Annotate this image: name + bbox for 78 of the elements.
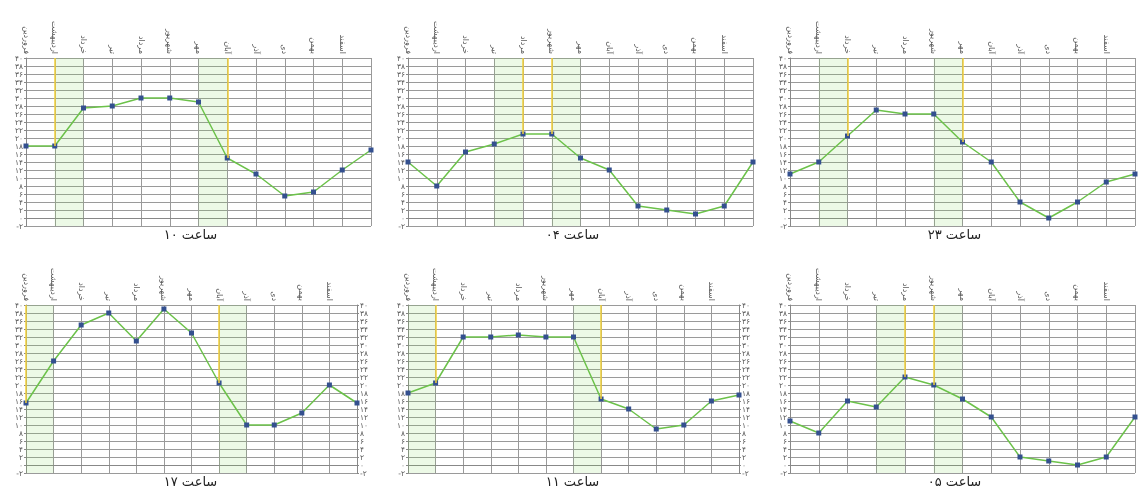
x-tick-label: مرداد <box>900 35 910 54</box>
x-tick-label: فروردین <box>785 273 795 302</box>
x-tick-label: مرداد <box>513 282 523 301</box>
x-tick-label: آبان <box>986 288 997 302</box>
x-tick-label: بهمن <box>1073 37 1082 54</box>
x-tick-label: تیر <box>486 290 496 301</box>
x-tick-label: تیر <box>489 43 499 54</box>
x-tick-label: تیر <box>107 43 117 54</box>
x-tick-label: بهمن <box>691 37 700 54</box>
x-tick-label: آذر <box>633 43 644 55</box>
x-tick-label: بهمن <box>297 284 307 301</box>
x-tick-label: مهر <box>187 287 196 301</box>
text: ساعت ۱۱ <box>545 474 600 489</box>
x-tick-label: شهریور <box>929 274 939 302</box>
x-tick-label: دی <box>280 44 290 55</box>
x-tick-label: آذر <box>624 290 635 302</box>
x-tick-label: آبان <box>222 41 233 55</box>
x-tick-label: اردیبهشت <box>814 268 824 301</box>
x-tick-label: اسفند <box>337 34 347 54</box>
x-tick-label: مهر <box>576 40 585 54</box>
x-tick-label: بهمن <box>679 284 689 301</box>
x-tick-label: اسفند <box>719 34 729 54</box>
x-tick-label: فروردین <box>403 26 413 55</box>
x-tick-label: مرداد <box>518 35 528 54</box>
x-tick-label: آبان <box>214 288 225 302</box>
x-tick-label: خرداد <box>843 282 852 302</box>
x-tick-label: اردیبهشت <box>814 21 824 54</box>
x-tick-label: فروردین <box>21 273 31 302</box>
x-tick-label: اردیبهشت <box>431 268 441 301</box>
x-tick-label: خرداد <box>461 35 470 55</box>
x-tick-label: مرداد <box>131 282 141 301</box>
x-tick-label: شهریور <box>159 274 169 302</box>
x-tick-label: اسفند <box>1101 34 1111 54</box>
x-tick-label: بهمن <box>309 37 318 54</box>
x-tick-label: دی <box>269 291 279 302</box>
text: ساعت ۲۳ <box>927 227 982 242</box>
x-tick-label: مرداد <box>136 35 146 54</box>
x-tick-label: خرداد <box>843 35 852 55</box>
text: ساعت ۱۷ <box>163 474 218 489</box>
x-tick-label: تیر <box>871 43 881 54</box>
x-tick-label: دی <box>1044 291 1054 302</box>
x-tick-label: آذر <box>251 43 262 55</box>
x-tick-label: مهر <box>958 40 967 54</box>
x-tick-label: آبان <box>986 41 997 55</box>
text: ساعت ۰۴ <box>545 227 600 242</box>
x-tick-label: اسفند <box>324 281 334 301</box>
text: ساعت ۰۵ <box>927 474 982 489</box>
x-tick-label: تیر <box>871 290 881 301</box>
x-tick-label: اسفند <box>1101 281 1111 301</box>
text: ساعت ۱۰ <box>163 227 218 242</box>
x-tick-label: تیر <box>104 290 114 301</box>
x-tick-label: شهریور <box>929 27 939 55</box>
x-tick-label: فروردین <box>403 273 413 302</box>
x-tick-label: آذر <box>242 290 253 302</box>
x-tick-label: آبان <box>596 288 607 302</box>
x-tick-label: آبان <box>604 41 615 55</box>
x-tick-label: اردیبهشت <box>432 21 442 54</box>
x-tick-label: خرداد <box>79 35 88 55</box>
x-tick-label: آذر <box>1015 290 1026 302</box>
x-tick-label: بهمن <box>1073 284 1082 301</box>
x-tick-label: مهر <box>194 40 203 54</box>
x-tick-label: فروردین <box>785 26 795 55</box>
x-tick-label: اسفند <box>706 281 716 301</box>
x-tick-label: دی <box>662 44 672 55</box>
x-tick-label: اردیبهشت <box>49 268 59 301</box>
x-tick-label: مهر <box>958 287 967 301</box>
x-tick-label: شهریور <box>547 27 557 55</box>
x-tick-label: شهریور <box>541 274 551 302</box>
x-tick-label: خرداد <box>76 282 86 302</box>
x-tick-label: فروردین <box>21 26 31 55</box>
x-tick-label: دی <box>1044 44 1054 55</box>
x-tick-label: اردیبهشت <box>50 21 60 54</box>
x-tick-label: شهریور <box>165 27 175 55</box>
x-tick-label: مهر <box>569 287 578 301</box>
x-tick-label: خرداد <box>458 282 468 302</box>
x-tick-label: آذر <box>1015 43 1026 55</box>
x-tick-label: مرداد <box>900 282 910 301</box>
x-tick-label: دی <box>651 291 661 302</box>
